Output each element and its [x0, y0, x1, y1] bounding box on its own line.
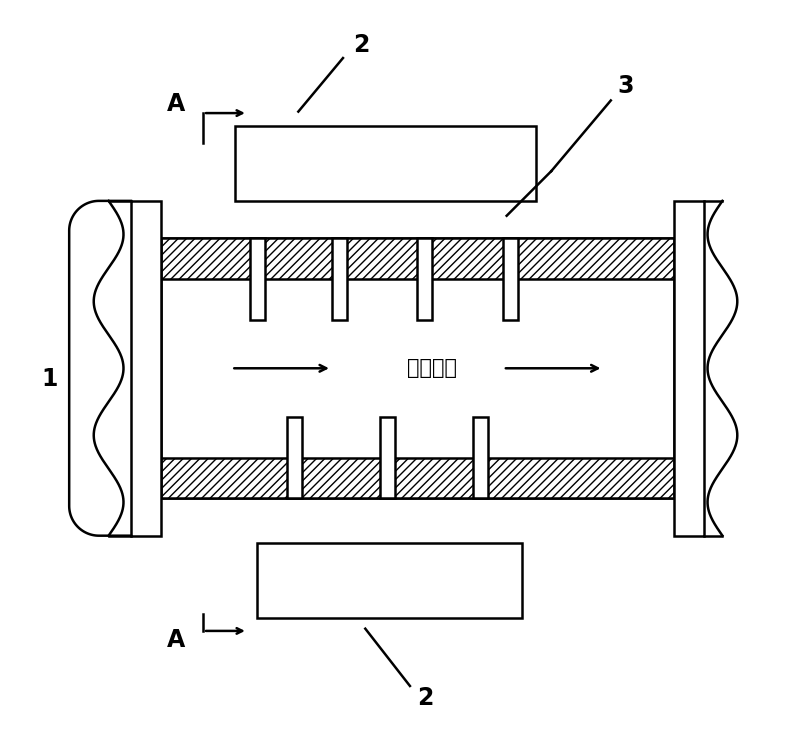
- Bar: [380, 417, 395, 498]
- Text: 1: 1: [41, 368, 57, 391]
- Bar: [332, 238, 347, 320]
- Bar: [258, 543, 522, 618]
- Text: 流动蔗汁: 流动蔗汁: [407, 359, 457, 378]
- Bar: [503, 238, 518, 320]
- Bar: [473, 417, 488, 498]
- Bar: [235, 126, 536, 201]
- Text: 2: 2: [417, 686, 433, 710]
- Text: 3: 3: [617, 74, 634, 97]
- Bar: [250, 238, 265, 320]
- Bar: [287, 417, 302, 498]
- Text: A: A: [167, 92, 184, 116]
- Text: 2: 2: [353, 33, 369, 57]
- Bar: [417, 238, 432, 320]
- Bar: [131, 201, 161, 536]
- Bar: [161, 458, 674, 498]
- Bar: [161, 238, 674, 279]
- Bar: [161, 238, 674, 498]
- Bar: [674, 201, 704, 536]
- Text: A: A: [167, 628, 184, 652]
